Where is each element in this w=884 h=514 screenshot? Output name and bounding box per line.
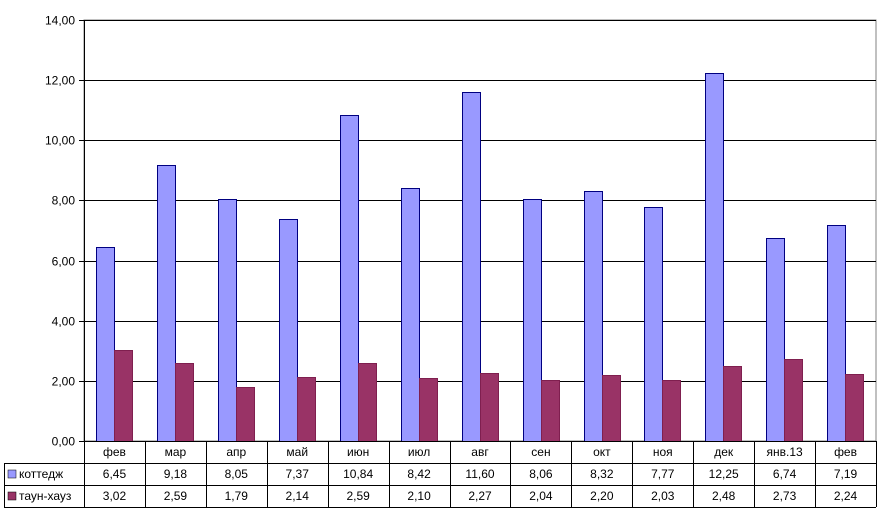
data-label: 1,79 <box>225 489 249 503</box>
bar-таун-хауз-апр <box>236 387 255 442</box>
y-tick-label: 8,00 <box>52 194 76 208</box>
bar-таун-хауз-фев <box>114 350 133 442</box>
axes <box>79 20 85 442</box>
bar-коттедж-фев <box>827 225 846 442</box>
x-category-label: июл <box>408 445 430 459</box>
bar-коттедж-авг <box>462 92 481 442</box>
data-label: 2,24 <box>834 489 858 503</box>
bars <box>96 73 864 442</box>
x-category-label: дек <box>714 445 734 459</box>
x-category-label: апр <box>226 445 246 459</box>
data-label: 7,77 <box>651 467 675 481</box>
y-tick-label: 14,00 <box>45 14 75 28</box>
y-tick-labels: 0,00 2,00 4,00 6,00 8,00 10,00 12,00 14,00 <box>45 14 75 449</box>
data-label: 2,14 <box>286 489 310 503</box>
bar-коттедж-фев <box>96 247 115 442</box>
x-category-label: фев <box>103 445 126 459</box>
bar-таун-хауз-ноя <box>662 380 681 442</box>
data-label: 8,32 <box>590 467 614 481</box>
y-tick-label: 12,00 <box>45 74 75 88</box>
x-category-label: авг <box>471 445 489 459</box>
data-label: 10,84 <box>343 467 373 481</box>
x-category-label: окт <box>593 445 611 459</box>
bar-таун-хауз-дек <box>723 366 742 442</box>
data-label: 2,10 <box>407 489 431 503</box>
y-tick-label: 4,00 <box>52 315 76 329</box>
data-label: 2,59 <box>164 489 188 503</box>
bar-коттедж-июл <box>401 188 420 442</box>
data-label: 3,02 <box>103 489 127 503</box>
bar-таун-хауз-мар <box>175 363 194 442</box>
x-category-label: мар <box>165 445 187 459</box>
legend-swatch <box>7 491 17 501</box>
bar-таун-хауз-авг <box>480 373 499 442</box>
bar-коттедж-сен <box>523 199 542 442</box>
x-category-label: ноя <box>653 445 673 459</box>
x-category-label: янв.13 <box>767 445 804 459</box>
data-label: 11,60 <box>465 467 494 481</box>
data-label: 2,73 <box>773 489 797 503</box>
y-tick-label: 2,00 <box>52 375 76 389</box>
bar-таун-хауз-янв.13 <box>784 359 803 442</box>
bar-коттедж-дек <box>705 73 724 442</box>
bar-коттедж-апр <box>218 199 237 442</box>
x-category-label: фев <box>834 445 857 459</box>
y-tick-label: 10,00 <box>45 134 75 148</box>
bar-таун-хауз-май <box>297 377 316 442</box>
x-category-label: май <box>286 445 308 459</box>
data-label: 8,06 <box>529 467 553 481</box>
bar-коттедж-июн <box>340 115 359 442</box>
data-label: 2,48 <box>712 489 736 503</box>
data-label: 2,04 <box>529 489 553 503</box>
data-label: 2,59 <box>346 489 370 503</box>
bar-коттедж-май <box>279 219 298 442</box>
data-label: 2,03 <box>651 489 675 503</box>
legend-label: таун-хауз <box>19 489 72 503</box>
legend-label: коттедж <box>19 467 63 481</box>
data-label: 6,74 <box>773 467 797 481</box>
bar-коттедж-мар <box>157 165 176 442</box>
y-tick-label: 6,00 <box>52 255 76 269</box>
data-label: 7,37 <box>286 467 310 481</box>
data-label: 6,45 <box>103 467 127 481</box>
x-category-label: сен <box>531 445 550 459</box>
bar-коттедж-янв.13 <box>766 238 785 442</box>
data-label: 8,05 <box>225 467 249 481</box>
y-tick-label: 0,00 <box>52 435 76 449</box>
data-label: 9,18 <box>164 467 188 481</box>
data-table: фев мар апр май июн июл авг сен окт ноя дек янв.13 ф… <box>4 441 877 508</box>
data-label: 2,20 <box>590 489 614 503</box>
bar-коттедж-окт <box>584 191 603 442</box>
x-category-label: июн <box>347 445 369 459</box>
data-label: 8,42 <box>407 467 431 481</box>
data-label: 7,19 <box>834 467 858 481</box>
data-label: 2,27 <box>468 489 492 503</box>
data-label: 12,25 <box>709 467 739 481</box>
bar-таун-хауз-окт <box>602 375 621 442</box>
bar-таун-хауз-июл <box>419 378 438 442</box>
bar-коттедж-ноя <box>644 207 663 442</box>
legend-swatch <box>7 469 17 479</box>
bar-таун-хауз-сен <box>541 380 560 442</box>
bar-таун-хауз-фев <box>845 374 864 442</box>
bar-таун-хауз-июн <box>358 363 377 442</box>
